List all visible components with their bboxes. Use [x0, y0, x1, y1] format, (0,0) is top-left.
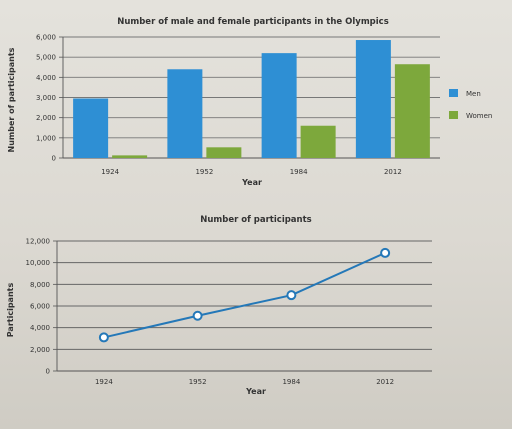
data-point-1952 — [192, 310, 203, 321]
bar-men-1952 — [167, 69, 203, 158]
data-point-2012 — [380, 247, 391, 258]
line-chart-title: Number of participants — [200, 215, 311, 225]
bar-men-2012 — [355, 40, 391, 158]
line-chart: 0 2,000 4,000 6,000 8,000 10,000 12,000 1924 195… — [26, 238, 432, 386]
bar-y-tick-label: 1,000 — [36, 134, 56, 142]
line-y-tick-label: 6,000 — [30, 303, 50, 311]
bar-y-tick-label: 4,000 — [36, 74, 56, 82]
data-point-1924 — [98, 332, 109, 343]
bar-women-1952 — [206, 147, 242, 158]
line-x-tick-label: 1984 — [282, 378, 300, 386]
bar-men-1984 — [261, 53, 297, 159]
bar-x-tick-label: 1984 — [290, 168, 308, 176]
legend-swatch-men — [449, 89, 458, 97]
bar-y-tick-label: 0 — [52, 155, 56, 163]
line-y-tick-label: 4,000 — [30, 324, 50, 332]
bar-y-tick-label: 6,000 — [36, 34, 56, 42]
legend-label-women: Women — [466, 112, 492, 120]
bar-women-1984 — [300, 125, 336, 158]
legend-swatch-women — [449, 111, 458, 119]
line-y-tick-label: 8,000 — [30, 281, 50, 289]
participants-line — [103, 252, 386, 339]
bar-men-1924 — [73, 98, 109, 158]
bar-chart: 0 1,000 2,000 3,000 4,000 5,000 6,000 1924 1952 1… — [36, 34, 440, 176]
bar-chart-y-axis-label: Number of participants — [7, 47, 16, 152]
line-chart-y-axis-label: Participants — [6, 283, 15, 338]
line-y-tick-label: 2,000 — [30, 346, 50, 354]
bar-y-tick-label: 3,000 — [36, 94, 56, 102]
bar-chart-x-axis-label: Year — [241, 178, 262, 187]
bar-women-2012 — [394, 64, 430, 158]
data-point-1984 — [286, 290, 297, 301]
line-y-tick-label: 0 — [46, 368, 50, 376]
bar-y-tick-label: 2,000 — [36, 114, 56, 122]
bar-x-tick-label: 2012 — [384, 168, 402, 176]
line-x-tick-label: 1952 — [189, 378, 207, 386]
line-x-tick-label: 1924 — [95, 378, 113, 386]
bar-women-1924 — [112, 155, 148, 158]
line-chart-x-axis-label: Year — [245, 387, 266, 396]
line-y-tick-label: 12,000 — [26, 238, 51, 246]
bar-chart-title: Number of male and female participants i… — [117, 17, 389, 27]
bar-y-tick-label: 5,000 — [36, 54, 56, 62]
line-x-tick-label: 2012 — [376, 378, 394, 386]
line-y-tick-label: 10,000 — [26, 259, 51, 267]
legend-label-men: Men — [466, 90, 481, 98]
bar-x-tick-label: 1952 — [195, 168, 213, 176]
bar-x-tick-label: 1924 — [101, 168, 119, 176]
